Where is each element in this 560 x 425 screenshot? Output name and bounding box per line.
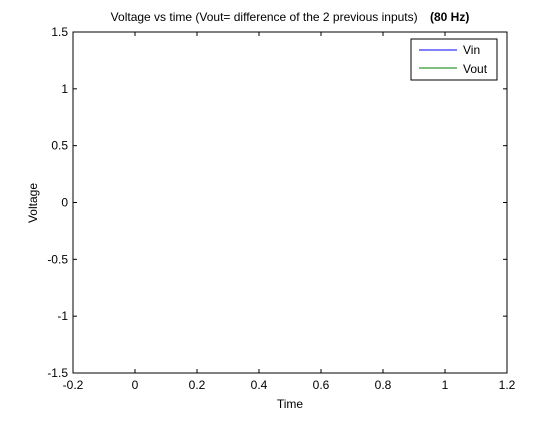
legend-label-vout: Vout: [463, 62, 488, 76]
x-tick-label: 1.2: [499, 378, 516, 392]
x-tick-label: 1: [442, 378, 449, 392]
x-tick-label: 0.8: [375, 378, 392, 392]
y-tick-label: -0.5: [47, 252, 68, 266]
y-tick-label: 0: [61, 196, 68, 210]
legend-box: [410, 38, 498, 81]
y-tick-label: -1: [57, 309, 68, 323]
y-tick-label: 1: [61, 82, 68, 96]
x-tick-label: -0.2: [63, 378, 84, 392]
y-tick-label: 0.5: [51, 139, 68, 153]
x-tick-label: 0: [132, 378, 139, 392]
plot-area: [72, 31, 508, 374]
chart-title-suffix: (80 Hz): [430, 10, 469, 24]
ticks-layer: -0.2 0 0.2 0.4 0.6 0.8 1 1.2 -1.5 -1 -0.5 0 0.5 1 1.5: [47, 25, 515, 392]
x-tick-label: 0.4: [251, 378, 268, 392]
legend-label-vin: Vin: [463, 43, 480, 57]
legend: Vin Vout: [410, 38, 498, 81]
y-tick-label: 1.5: [51, 25, 68, 39]
x-tick-label: 0.6: [313, 378, 330, 392]
x-axis-label: Time: [277, 397, 304, 411]
chart-title: Voltage vs time (Vout= difference of the…: [111, 10, 470, 24]
y-tick-label: -1.5: [47, 366, 68, 380]
chart-title-main: Voltage vs time (Vout= difference of the…: [111, 10, 418, 24]
x-tick-label: 0.2: [189, 378, 206, 392]
y-axis-label: Voltage: [26, 183, 40, 223]
